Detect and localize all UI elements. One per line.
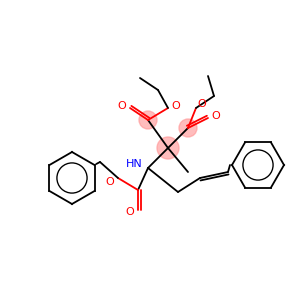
Circle shape xyxy=(179,119,197,137)
Text: O: O xyxy=(212,111,220,121)
Text: O: O xyxy=(106,177,114,187)
Text: O: O xyxy=(118,101,126,111)
Text: HN: HN xyxy=(126,159,142,169)
Text: O: O xyxy=(198,99,206,109)
Circle shape xyxy=(139,111,157,129)
Text: O: O xyxy=(126,207,134,217)
Text: O: O xyxy=(172,101,180,111)
Circle shape xyxy=(157,137,179,159)
